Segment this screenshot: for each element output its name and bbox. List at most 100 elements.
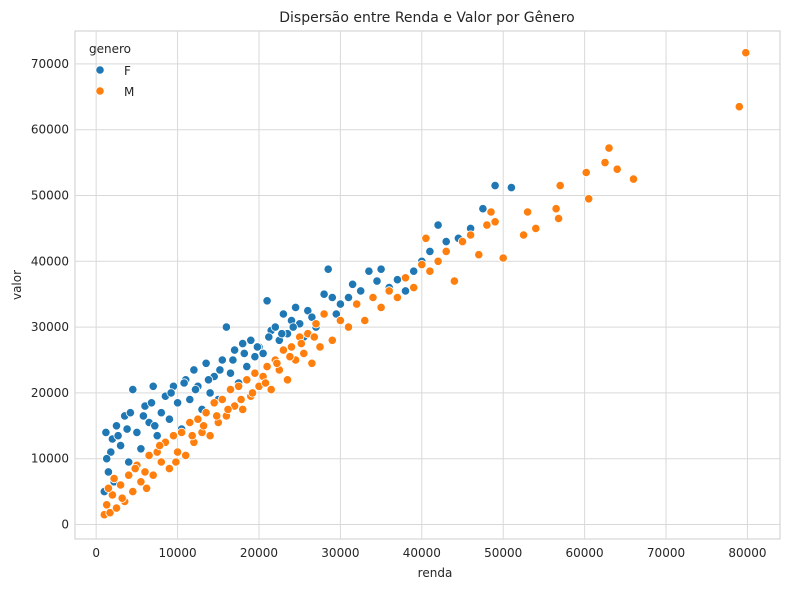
legend-marker-m xyxy=(95,86,105,96)
y-tick-label: 30000 xyxy=(31,320,69,334)
data-point-f xyxy=(331,309,341,319)
data-point-m xyxy=(148,470,158,480)
data-point-m xyxy=(486,207,496,217)
y-axis-label: valor xyxy=(10,270,24,300)
data-point-m xyxy=(262,361,272,372)
data-point-m xyxy=(309,332,319,342)
data-point-m xyxy=(465,230,476,240)
data-point-m xyxy=(315,342,325,352)
data-point-f xyxy=(146,398,157,408)
data-point-m xyxy=(296,338,306,349)
data-point-m xyxy=(187,431,197,441)
data-point-m xyxy=(581,167,591,178)
y-tick-label: 0 xyxy=(61,518,69,532)
data-point-m xyxy=(734,102,744,112)
data-point-f xyxy=(242,361,252,372)
data-point-m xyxy=(217,394,227,405)
data-point-f xyxy=(319,289,329,299)
legend-label-f: F xyxy=(124,64,131,78)
data-point-m xyxy=(205,431,215,441)
y-tick-label: 60000 xyxy=(31,123,69,137)
data-point-f xyxy=(327,292,337,303)
data-point-m xyxy=(173,447,183,457)
data-point-m xyxy=(409,282,419,293)
data-point-m xyxy=(272,358,282,368)
data-point-m xyxy=(199,421,209,431)
data-point-m xyxy=(482,220,492,230)
data-point-m xyxy=(209,398,219,408)
data-point-f xyxy=(490,181,500,191)
data-point-m xyxy=(531,223,541,233)
legend-marker-f xyxy=(95,65,105,75)
data-point-f xyxy=(128,384,138,395)
data-point-f xyxy=(288,322,298,332)
data-point-m xyxy=(142,483,152,493)
data-point-f xyxy=(132,427,142,437)
data-point-m xyxy=(225,384,236,395)
data-point-m xyxy=(400,273,411,283)
data-point-m xyxy=(604,143,614,153)
data-point-f xyxy=(225,368,236,378)
data-point-f xyxy=(122,424,132,434)
data-point-f xyxy=(156,408,166,418)
data-point-f xyxy=(364,266,374,276)
data-point-f xyxy=(189,365,199,375)
y-tick-label: 20000 xyxy=(31,386,69,400)
data-point-f xyxy=(270,322,280,332)
data-point-m xyxy=(107,490,118,500)
data-point-m xyxy=(433,256,443,266)
data-point-f xyxy=(185,394,195,405)
y-tick-label: 40000 xyxy=(31,254,69,268)
data-point-m xyxy=(498,253,508,263)
data-point-m xyxy=(327,335,337,345)
data-point-f xyxy=(150,421,160,431)
data-point-f xyxy=(278,309,288,319)
data-point-f xyxy=(103,467,114,477)
data-point-m xyxy=(234,381,244,391)
chart-title: Dispersão entre Renda e Valor por Gênero xyxy=(279,10,575,26)
data-point-f xyxy=(258,348,268,358)
data-point-m xyxy=(282,375,293,385)
data-point-m xyxy=(612,164,622,174)
data-point-f xyxy=(441,237,451,247)
data-point-m xyxy=(628,174,639,184)
data-point-f xyxy=(323,264,333,274)
data-point-m xyxy=(584,194,594,204)
data-point-m xyxy=(551,204,561,214)
data-point-m xyxy=(307,358,317,368)
legend-label-m: M xyxy=(124,85,134,99)
legend: genero F M xyxy=(89,42,134,99)
x-tick-label: 70000 xyxy=(647,546,685,560)
data-point-f xyxy=(125,408,135,418)
data-point-m xyxy=(368,292,378,303)
data-point-m xyxy=(144,450,154,460)
data-point-m xyxy=(421,233,431,243)
data-point-f xyxy=(152,431,162,441)
data-point-f xyxy=(252,342,262,352)
data-point-m xyxy=(555,181,565,191)
data-point-m xyxy=(278,345,288,355)
data-point-f xyxy=(343,292,354,303)
data-point-f xyxy=(221,322,231,332)
series-m xyxy=(99,48,751,520)
data-point-f xyxy=(215,365,225,375)
data-point-m xyxy=(474,250,484,260)
data-point-m xyxy=(286,342,297,352)
data-point-m xyxy=(181,450,191,460)
data-point-f xyxy=(409,266,419,276)
data-point-m xyxy=(360,315,370,326)
data-point-f xyxy=(277,329,287,339)
data-point-m xyxy=(128,486,138,497)
data-point-f xyxy=(238,338,248,349)
data-point-f xyxy=(262,296,272,306)
data-point-f xyxy=(228,355,238,365)
data-point-f xyxy=(203,375,214,385)
data-point-f xyxy=(116,440,126,451)
data-point-f xyxy=(392,275,402,285)
data-point-f xyxy=(102,454,112,464)
data-point-m xyxy=(116,480,126,490)
data-point-m xyxy=(164,463,174,474)
data-point-m xyxy=(177,427,187,437)
data-point-m xyxy=(449,276,459,286)
